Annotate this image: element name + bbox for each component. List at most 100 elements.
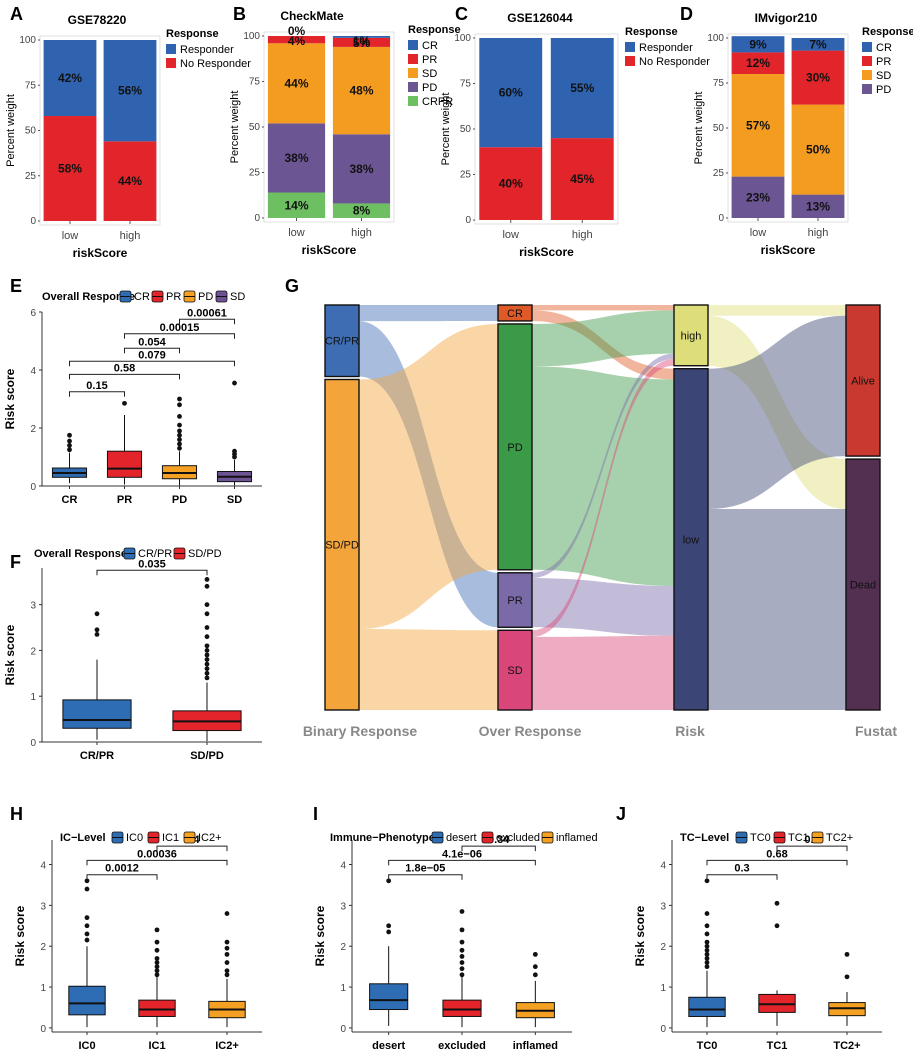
y-axis-label: Risk score (633, 905, 647, 966)
bar-segment-crpr-high (332, 203, 391, 218)
y-tick-label: 25 (713, 168, 725, 179)
outlier-point (224, 972, 230, 978)
p-value-label: 0.00061 (187, 307, 227, 319)
p-value-label: 0.00015 (160, 322, 200, 334)
outlier-point (704, 939, 710, 945)
sankey-node-cr-pr (324, 304, 360, 378)
box-cr-pr (62, 611, 132, 740)
bar-segment-cr-low (731, 36, 785, 53)
legend-entry: Responder (180, 44, 234, 56)
outlier-point (84, 937, 90, 943)
outlier-point (204, 675, 210, 681)
chart-title: GSE78220 (68, 13, 127, 27)
y-tick-label: 1 (660, 983, 666, 994)
box-iqr (442, 999, 482, 1017)
outlier-point (532, 972, 538, 978)
outlier-point (204, 625, 210, 630)
bracket-line (388, 859, 536, 866)
outlier-point (94, 627, 100, 633)
y-axis-label: Risk score (3, 368, 17, 429)
stacked-bar-chart-a: 0 25 50 75 100 GSE78220 riskScore Percent weigh… (5, 13, 251, 260)
outlier-point (154, 927, 160, 933)
legend-swatch (862, 56, 872, 66)
legend-swatch (625, 42, 635, 52)
bracket-line (124, 333, 235, 339)
data-label: 4% (288, 34, 306, 48)
box-sd (216, 380, 253, 486)
data-label: 48% (349, 84, 373, 98)
chart-title: GSE126044 (507, 11, 573, 25)
x-tick-label: high (808, 227, 829, 239)
y-tick-label: 0 (254, 213, 260, 224)
outlier-point (204, 661, 210, 667)
x-tick-label: IC2+ (215, 1040, 239, 1050)
outlier-point (154, 968, 160, 974)
legend-title: IC−Level (60, 832, 106, 844)
significance-bracket: 0.0012 (86, 863, 158, 880)
bracket-line (461, 845, 536, 852)
legend-entry: PR (422, 54, 437, 66)
outlier-point (459, 966, 465, 972)
outlier-point (204, 666, 210, 672)
panel-label-b: B (233, 4, 246, 24)
y-tick-label: 4 (660, 861, 666, 872)
legend-swatch (408, 40, 418, 50)
legend-swatch (862, 70, 872, 80)
outlier-point (704, 878, 710, 884)
legend-entry: SD/PD (188, 548, 222, 560)
sankey-node-label: CR (507, 308, 523, 320)
data-label: 13% (806, 199, 830, 213)
outlier-point (154, 972, 160, 978)
box-iqr (138, 999, 176, 1017)
bracket-line (86, 859, 228, 866)
sankey-node-dead (845, 458, 881, 711)
y-tick-label: 50 (25, 126, 37, 137)
y-axis-label: Percent weight (440, 93, 452, 166)
chart-title: IMvigor210 (755, 11, 818, 25)
significance-bracket: 0.34 (461, 834, 536, 852)
outlier-point (177, 402, 182, 408)
x-tick-label: SD/PD (190, 750, 224, 762)
box-iqr (68, 985, 106, 1016)
outlier-point (386, 878, 392, 884)
y-tick-label: 6 (30, 308, 36, 319)
legend-entry: CR (876, 42, 892, 54)
box-inflamed (515, 951, 555, 1028)
bracket-line (179, 318, 235, 325)
panel-label-e: E (10, 276, 22, 296)
bracket-line (388, 874, 463, 880)
y-axis-label: Risk score (13, 905, 27, 966)
legend-entry: CR/PR (138, 548, 172, 560)
p-value-label: 0.34 (488, 834, 510, 846)
bracket-line (69, 360, 235, 367)
bar-segment-pr-high (332, 37, 391, 47)
outlier-point (94, 631, 100, 637)
data-label: 44% (284, 76, 308, 90)
sankey-link-pr-to-low (532, 578, 674, 636)
y-tick-label: 50 (249, 122, 261, 133)
y-tick-label: 1 (340, 983, 346, 994)
data-label: 45% (570, 172, 594, 186)
panel-label-h: H (10, 804, 23, 824)
box-tc0 (688, 878, 726, 1028)
sankey-link-sd-pd-to-pd (359, 323, 498, 630)
sankey-link-low-to-alive (708, 315, 846, 509)
significance-bracket: 0.00015 (124, 322, 235, 339)
outlier-point (204, 670, 210, 676)
outlier-point (84, 915, 90, 921)
bar-segment-crpr-low (267, 192, 326, 218)
p-value-label: 0.68 (766, 848, 787, 860)
sankey-link-cr-pr-to-pr (359, 321, 498, 628)
legend-entry: CRPR (422, 96, 453, 108)
bar-segment-no-responder-low (43, 116, 97, 221)
panel-label-g: G (285, 276, 299, 296)
outlier-point (84, 886, 90, 892)
data-label: 7% (809, 37, 827, 51)
data-label: 56% (118, 84, 142, 98)
sankey-node-sd (497, 629, 533, 711)
outlier-point (154, 939, 160, 945)
outlier-point (704, 931, 710, 937)
data-label: 44% (118, 174, 142, 188)
x-tick-label: low (502, 229, 519, 241)
x-tick-label: TC0 (697, 1040, 718, 1050)
